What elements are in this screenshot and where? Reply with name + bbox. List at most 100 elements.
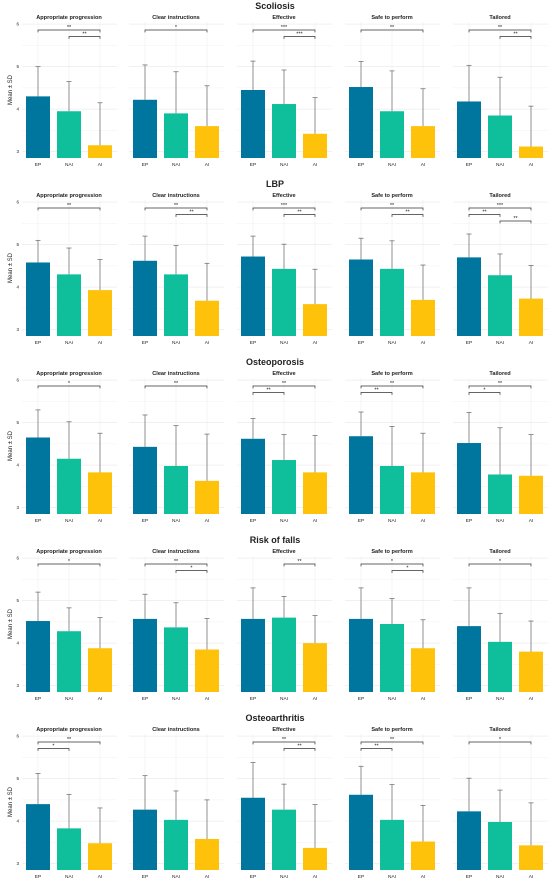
bar-ai xyxy=(519,475,543,514)
panel-title: Safe to perform xyxy=(371,15,412,21)
panel-title: Tailored xyxy=(489,727,511,733)
panel-effective: Effective EP NAI AI ** ** xyxy=(237,727,332,880)
significance-bracket xyxy=(360,563,424,567)
bar-ai xyxy=(519,845,543,870)
panel-title: Appropriate progression xyxy=(36,549,102,555)
significance-label: ** xyxy=(498,381,503,387)
significance-label: * xyxy=(68,381,71,387)
significance-bracket xyxy=(252,385,316,389)
y-tick-label: 5 xyxy=(16,64,19,69)
panel-appropriate-progression: Appropriate progression 3 4 5 6 EP NAI AI * xyxy=(16,371,117,524)
y-axis-label: Mean ± SD xyxy=(8,430,14,461)
panel-title: Tailored xyxy=(489,193,511,199)
panel-effective: Effective EP NAI AI ** xyxy=(237,549,332,702)
y-tick-label: 6 xyxy=(16,22,19,27)
bar-nai xyxy=(57,274,81,336)
x-tick-label: EP xyxy=(250,696,256,702)
bar-ep xyxy=(457,257,481,336)
bar-ep xyxy=(241,256,265,336)
bar-ep xyxy=(457,101,481,158)
bar-ai xyxy=(411,299,435,336)
significance-label: ** xyxy=(513,216,518,222)
significance-bracket xyxy=(360,392,393,395)
significance-label: ** xyxy=(282,737,287,743)
x-tick-label: NAI xyxy=(496,162,504,168)
bar-ep xyxy=(349,259,373,336)
panel-title: Clear instructions xyxy=(152,193,200,199)
bar-ep xyxy=(349,618,373,692)
significance-bracket xyxy=(37,29,101,33)
panel-title: Appropriate progression xyxy=(36,193,102,199)
panel-title: Tailored xyxy=(489,549,511,555)
x-tick-label: EP xyxy=(35,696,41,702)
bar-ai xyxy=(519,651,543,692)
panel-safe-to-perform: Safe to perform EP NAI AI ** xyxy=(345,15,440,168)
row-title: Osteoporosis xyxy=(246,357,304,367)
x-tick-label: EP xyxy=(358,874,364,880)
row-title: Osteoarthritis xyxy=(245,713,304,723)
significance-bracket xyxy=(391,214,424,217)
y-tick-label: 6 xyxy=(16,734,19,739)
y-tick-label: 6 xyxy=(16,200,19,205)
x-tick-label: NAI xyxy=(280,518,288,524)
bar-nai xyxy=(57,631,81,692)
significance-label: ** xyxy=(67,203,72,209)
panel-title: Clear instructions xyxy=(152,371,200,377)
x-tick-label: AI xyxy=(313,696,318,702)
row-lbp: LBP Mean ± SD Appropriate progression 3 4 5 6 E… xyxy=(8,179,548,346)
significance-bracket xyxy=(252,741,316,745)
x-tick-label: AI xyxy=(529,518,534,524)
bar-ep xyxy=(241,90,265,158)
significance-bracket xyxy=(283,748,316,751)
significance-bracket xyxy=(360,385,424,389)
significance-bracket xyxy=(37,748,70,751)
y-tick-label: 6 xyxy=(16,378,19,383)
bar-ai xyxy=(88,145,112,158)
significance-bracket xyxy=(37,207,101,211)
x-tick-label: EP xyxy=(142,340,148,346)
bar-ep xyxy=(26,262,50,336)
x-tick-label: NAI xyxy=(172,874,180,880)
y-tick-label: 3 xyxy=(16,327,19,332)
significance-label: ** xyxy=(67,737,72,743)
panel-clear-instructions: Clear instructions EP NAI AI xyxy=(129,727,224,880)
bar-ep xyxy=(133,809,157,870)
row-title: Risk of falls xyxy=(250,535,301,545)
bar-ai xyxy=(411,648,435,692)
significance-bracket xyxy=(283,214,316,217)
panel-title: Clear instructions xyxy=(152,727,200,733)
x-tick-label: AI xyxy=(529,874,534,880)
x-tick-label: AI xyxy=(313,518,318,524)
bar-nai xyxy=(380,624,404,692)
significance-label: ** xyxy=(67,25,72,31)
significance-bracket xyxy=(360,748,393,751)
panel-title: Effective xyxy=(272,193,295,199)
x-tick-label: AI xyxy=(313,340,318,346)
significance-label: *** xyxy=(281,25,288,31)
x-tick-label: EP xyxy=(35,340,41,346)
bar-nai xyxy=(164,465,188,514)
bar-nai xyxy=(164,113,188,158)
bar-ai xyxy=(88,648,112,692)
x-tick-label: NAI xyxy=(172,518,180,524)
x-tick-label: AI xyxy=(98,874,103,880)
y-tick-label: 5 xyxy=(16,776,19,781)
bar-nai xyxy=(488,474,512,514)
bar-nai xyxy=(164,819,188,870)
significance-bracket xyxy=(360,741,424,745)
significance-label: ** xyxy=(513,32,518,38)
x-tick-label: EP xyxy=(142,518,148,524)
panel-title: Safe to perform xyxy=(371,727,412,733)
x-tick-label: NAI xyxy=(280,696,288,702)
significance-label: *** xyxy=(296,32,303,38)
x-tick-label: AI xyxy=(529,162,534,168)
significance-bracket xyxy=(175,214,208,217)
x-tick-label: EP xyxy=(35,874,41,880)
bar-ep xyxy=(133,260,157,336)
y-axis-label: Mean ± SD xyxy=(8,786,14,817)
significance-bracket xyxy=(468,563,532,567)
x-tick-label: EP xyxy=(358,340,364,346)
